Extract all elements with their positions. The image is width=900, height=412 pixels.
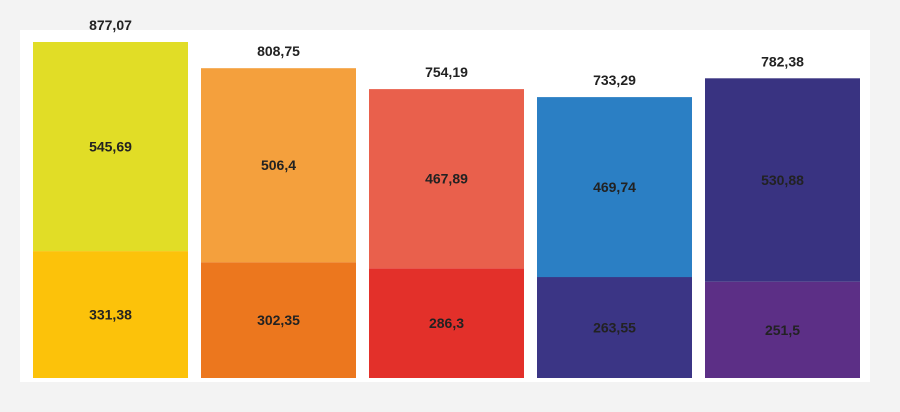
segment-value-label: 467,89 bbox=[425, 171, 468, 187]
bars-layer bbox=[33, 42, 860, 378]
segment-value-label: 506,4 bbox=[261, 157, 296, 173]
segment-value-label: 263,55 bbox=[593, 320, 636, 336]
bar-segment-upper-2 bbox=[201, 68, 356, 263]
segment-value-label: 331,38 bbox=[89, 307, 132, 323]
bar-segment-lower-4 bbox=[537, 277, 692, 378]
bar-segment-lower-5 bbox=[705, 281, 860, 378]
segment-value-label: 302,35 bbox=[257, 312, 300, 328]
bar-segment-lower-3 bbox=[369, 268, 524, 378]
bar-segment-upper-1 bbox=[33, 42, 188, 252]
total-value-label: 754,19 bbox=[425, 64, 468, 80]
segment-value-label: 251,5 bbox=[765, 322, 800, 338]
bar-segment-upper-3 bbox=[369, 89, 524, 269]
segment-value-label: 286,3 bbox=[429, 315, 464, 331]
segment-value-label: 545,69 bbox=[89, 139, 132, 155]
bar-segment-upper-5 bbox=[705, 78, 860, 282]
total-value-label: 782,38 bbox=[761, 53, 804, 69]
labels-layer: 331,38 545,69 877,07 302,35 506,4 808,75 286,3… bbox=[89, 17, 804, 338]
total-value-label: 877,07 bbox=[89, 17, 132, 33]
bar-segment-upper-4 bbox=[537, 97, 692, 278]
bar-segment-lower-1 bbox=[33, 251, 188, 378]
total-value-label: 808,75 bbox=[257, 43, 300, 59]
segment-value-label: 469,74 bbox=[593, 179, 636, 195]
segment-value-label: 530,88 bbox=[761, 172, 804, 188]
total-value-label: 733,29 bbox=[593, 72, 636, 88]
bar-segment-lower-2 bbox=[201, 262, 356, 378]
